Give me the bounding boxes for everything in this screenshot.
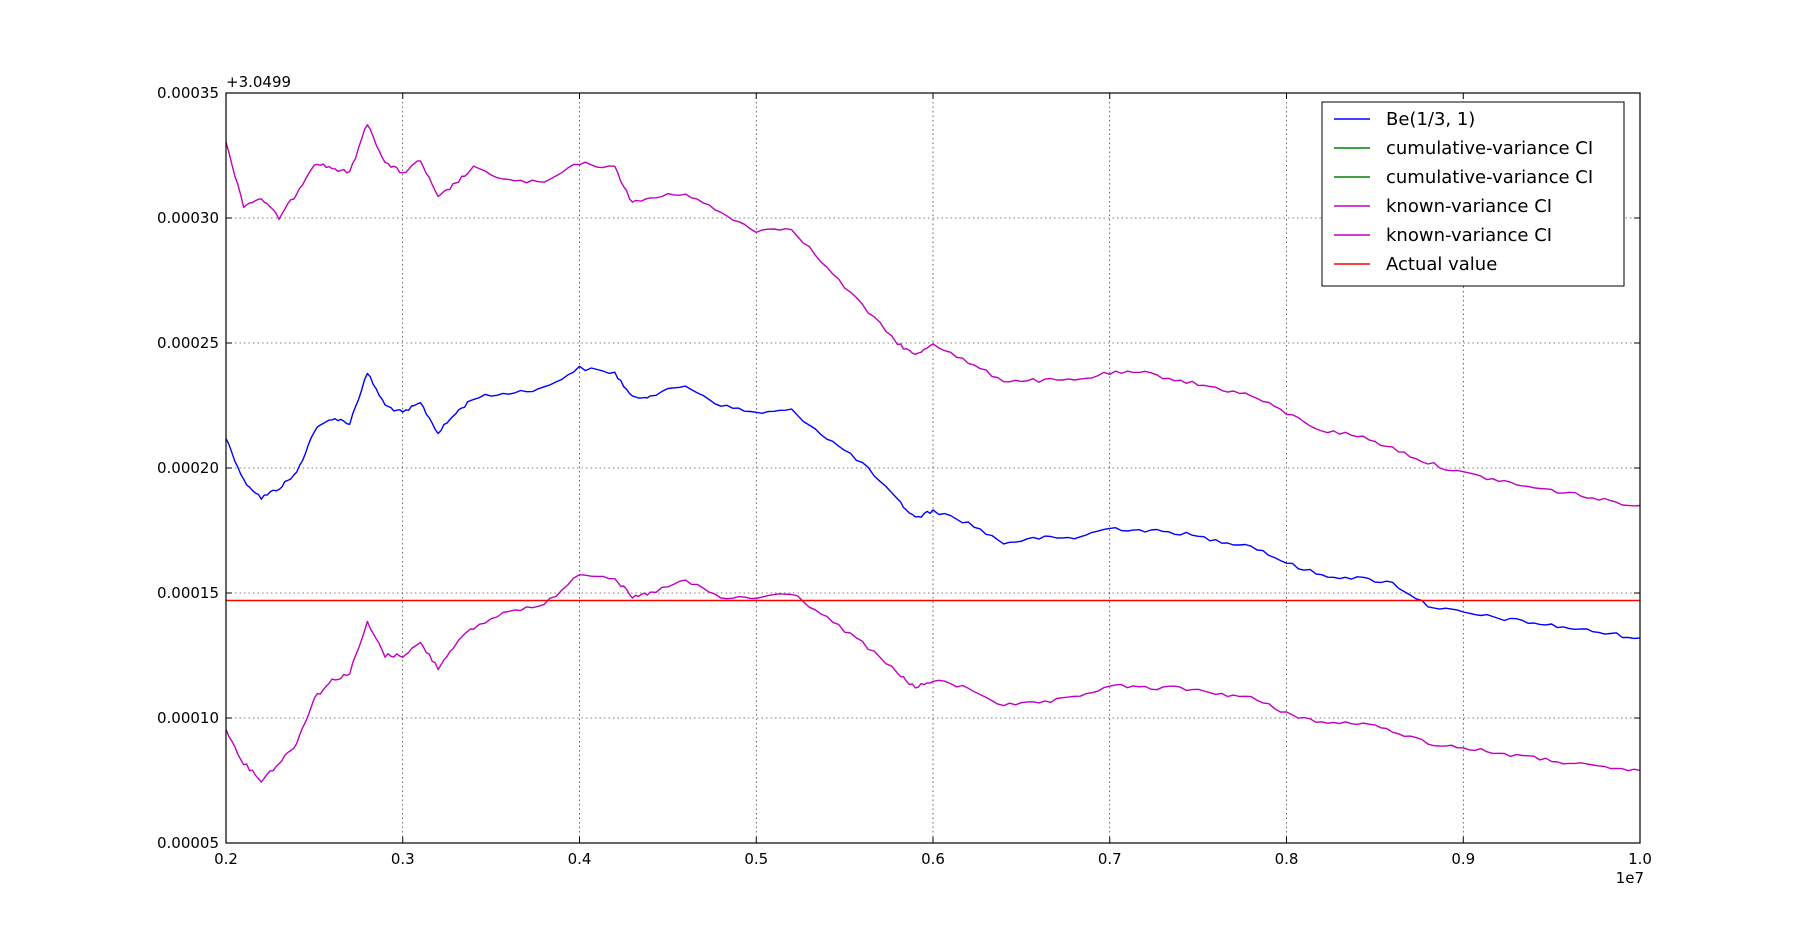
x-tick-label: 0.4 xyxy=(568,850,592,868)
legend-entry: Be(1/3, 1) xyxy=(1386,109,1475,130)
y-offset-label: +3.0499 xyxy=(226,73,291,91)
x-tick-label: 1.0 xyxy=(1628,850,1652,868)
series-line-3 xyxy=(225,124,1641,507)
y-tick-label: 0.00030 xyxy=(157,209,219,227)
legend-entry: known-variance CI xyxy=(1386,196,1552,217)
legend-entry: Actual value xyxy=(1386,254,1497,275)
x-tick-label: 0.7 xyxy=(1098,850,1122,868)
legend-entry: cumulative-variance CI xyxy=(1386,167,1593,188)
y-tick-label: 0.00010 xyxy=(157,709,219,727)
series-line-0 xyxy=(225,365,1641,640)
legend-entry: known-variance CI xyxy=(1386,225,1552,246)
series-line-4 xyxy=(225,574,1641,783)
x-tick-label: 0.9 xyxy=(1451,850,1475,868)
x-offset-label: 1e7 xyxy=(1616,869,1644,887)
x-tick-label: 0.2 xyxy=(214,850,238,868)
legend: Be(1/3, 1) cumulative-variance CI cumulati… xyxy=(1321,101,1625,287)
y-tick-label: 0.00005 xyxy=(157,834,219,852)
x-tick-label: 0.5 xyxy=(744,850,768,868)
legend-box xyxy=(1321,101,1625,287)
y-tick-label: 0.00015 xyxy=(157,584,219,602)
y-tick-label: 0.00020 xyxy=(157,459,219,477)
y-tick-label: 0.00035 xyxy=(157,84,219,102)
axis-ticks: 0.2 0.3 0.4 0.5 0.6 0.7 0.8 0.9 1.0 0.00005 0.0001… xyxy=(157,84,1652,868)
x-tick-label: 0.6 xyxy=(921,850,945,868)
y-tick-label: 0.00025 xyxy=(157,334,219,352)
legend-entry: cumulative-variance CI xyxy=(1386,138,1593,159)
x-tick-label: 0.8 xyxy=(1275,850,1299,868)
x-tick-label: 0.3 xyxy=(391,850,415,868)
series-lines xyxy=(225,124,1641,783)
